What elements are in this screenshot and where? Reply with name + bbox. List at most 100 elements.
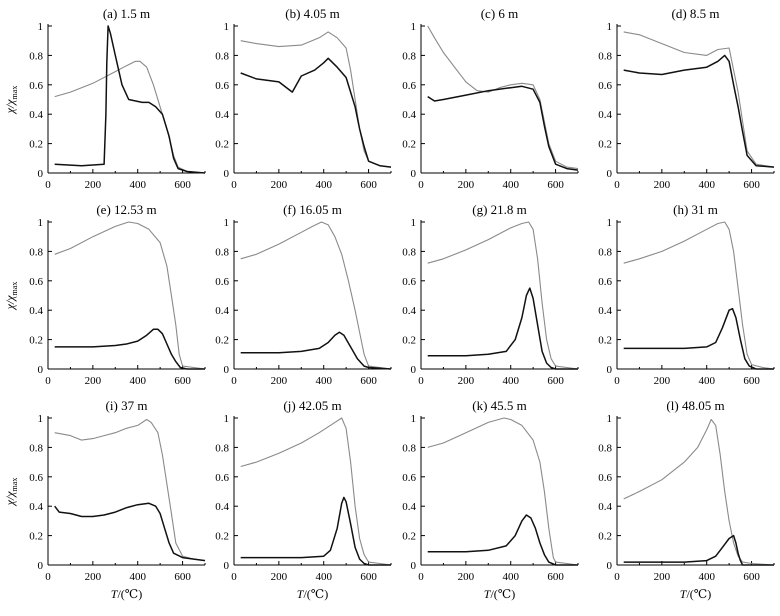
y-tick-label: 1 [224, 21, 230, 33]
y-tick-label: 0 [607, 168, 613, 180]
series-cooling-line [623, 307, 774, 370]
x-tick-label: 200 [271, 179, 288, 191]
y-tick-label: 0.6 [29, 80, 43, 92]
x-tick-label: 0 [418, 179, 424, 191]
x-tick-label: 400 [698, 375, 715, 387]
y-tick-label: 0.6 [598, 472, 612, 484]
series-heating-line [54, 221, 206, 370]
y-tick-label: 0.4 [29, 305, 43, 317]
x-tick-label: 400 [698, 179, 715, 191]
y-tick-label: 1 [411, 217, 417, 229]
x-tick-label: 600 [174, 571, 191, 583]
y-axis-label-sub: max [10, 478, 19, 492]
y-tick-label: 0.2 [402, 139, 416, 151]
panel-title: (i) 37 m [106, 398, 148, 413]
x-tick-label: 200 [654, 375, 671, 387]
panel-0: (a) 1.5 m 0 200 400 600 0 0.2 0.4 0.6 0.8 1 χ/χmax [3, 6, 206, 191]
x-tick-label: 600 [174, 179, 191, 191]
x-axis-label: T/(℃) [484, 587, 515, 601]
series-heating-line [427, 221, 579, 370]
y-axis-label-main: χ/χ [3, 295, 17, 311]
x-tick-label: 200 [271, 375, 288, 387]
x-tick-label: 600 [547, 179, 564, 191]
y-tick-label: 0.8 [215, 442, 229, 454]
y-tick-label: 1 [38, 217, 44, 229]
panel-2: (c) 6 m 0 200 400 600 0 0.2 0.4 0.6 0.8 1 [402, 6, 579, 191]
y-tick-label: 1 [38, 21, 44, 33]
x-tick-label: 0 [231, 179, 237, 191]
x-tick-label: 0 [418, 375, 424, 387]
series-cooling-line [240, 331, 392, 370]
y-tick-label: 0.2 [29, 139, 43, 151]
x-axis-label-var: T [297, 587, 305, 601]
y-tick-label: 0.8 [29, 246, 43, 258]
y-tick-label: 0.6 [598, 80, 612, 92]
y-tick-label: 0.6 [29, 276, 43, 288]
series-cooling-line [54, 25, 206, 174]
y-tick-label: 0.2 [215, 531, 229, 543]
y-tick-label: 0.4 [215, 109, 229, 121]
panel-title: (l) 48.05 m [666, 398, 724, 413]
x-tick-label: 0 [45, 571, 51, 583]
panel-6: (g) 21.8 m 0 200 400 600 0 0.2 0.4 0.6 0.8 1 [402, 202, 579, 387]
y-tick-label: 0.8 [598, 246, 612, 258]
x-axis-label-var: T [680, 587, 688, 601]
y-tick-label: 0.6 [215, 276, 229, 288]
series-cooling-line [623, 54, 775, 168]
y-tick-label: 0.2 [598, 531, 612, 543]
series-heating-line [623, 221, 775, 370]
y-tick-label: 0.6 [402, 472, 416, 484]
y-tick-label: 0.4 [598, 305, 612, 317]
y-tick-label: 1 [224, 217, 230, 229]
y-tick-label: 0.4 [402, 305, 416, 317]
y-tick-label: 0.4 [598, 501, 612, 513]
y-axis-label-sub: max [10, 282, 19, 296]
x-tick-label: 0 [614, 179, 620, 191]
y-tick-label: 0.6 [215, 80, 229, 92]
y-tick-label: 0 [38, 560, 44, 572]
series-cooling-line [54, 328, 205, 370]
panel-7: (h) 31 m 0 200 400 600 0 0.2 0.4 0.6 0.8 1 [598, 202, 775, 387]
y-tick-label: 0 [224, 168, 230, 180]
series-cooling-line [240, 57, 392, 168]
panel-title: (b) 4.05 m [285, 6, 340, 21]
x-tick-label: 200 [85, 571, 102, 583]
x-tick-label: 200 [654, 179, 671, 191]
y-tick-label: 1 [607, 21, 613, 33]
y-tick-label: 0 [411, 560, 417, 572]
y-tick-label: 0.4 [215, 305, 229, 317]
y-tick-label: 0.2 [402, 531, 416, 543]
x-tick-label: 400 [315, 179, 332, 191]
y-tick-label: 0.6 [598, 276, 612, 288]
x-axis-label: T/(℃) [297, 587, 328, 601]
y-axis-label: χ/χmax [3, 478, 19, 507]
series-cooling-line [427, 514, 578, 566]
y-axis-label: χ/χmax [3, 282, 19, 311]
x-tick-label: 600 [547, 375, 564, 387]
x-tick-label: 600 [743, 179, 760, 191]
panel-title: (e) 12.53 m [96, 202, 156, 217]
x-tick-label: 0 [418, 571, 424, 583]
panel-5: (f) 16.05 m 0 200 400 600 0 0.2 0.4 0.6 0.8 1 [215, 202, 392, 387]
x-tick-label: 0 [614, 375, 620, 387]
series-heating-line [240, 417, 392, 566]
x-tick-label: 400 [502, 571, 519, 583]
series-cooling-line [54, 502, 206, 562]
y-tick-label: 0.4 [402, 109, 416, 121]
y-tick-label: 0 [38, 168, 44, 180]
y-tick-label: 1 [224, 413, 230, 425]
x-tick-label: 400 [315, 571, 332, 583]
y-tick-label: 0.6 [29, 472, 43, 484]
x-tick-label: 600 [743, 375, 760, 387]
y-tick-label: 0.8 [215, 50, 229, 62]
y-tick-label: 0.4 [402, 501, 416, 513]
y-tick-label: 0.6 [402, 276, 416, 288]
y-tick-label: 0 [411, 168, 417, 180]
x-tick-label: 200 [458, 375, 475, 387]
series-heating-line [240, 31, 392, 168]
y-tick-label: 0 [411, 364, 417, 376]
panel-10: (k) 45.5 m 0 200 400 600 0 0.2 0.4 0.6 0.8 1 T/(℃) [402, 398, 579, 601]
y-axis-label-main: χ/χ [3, 491, 17, 507]
x-tick-label: 600 [547, 571, 564, 583]
